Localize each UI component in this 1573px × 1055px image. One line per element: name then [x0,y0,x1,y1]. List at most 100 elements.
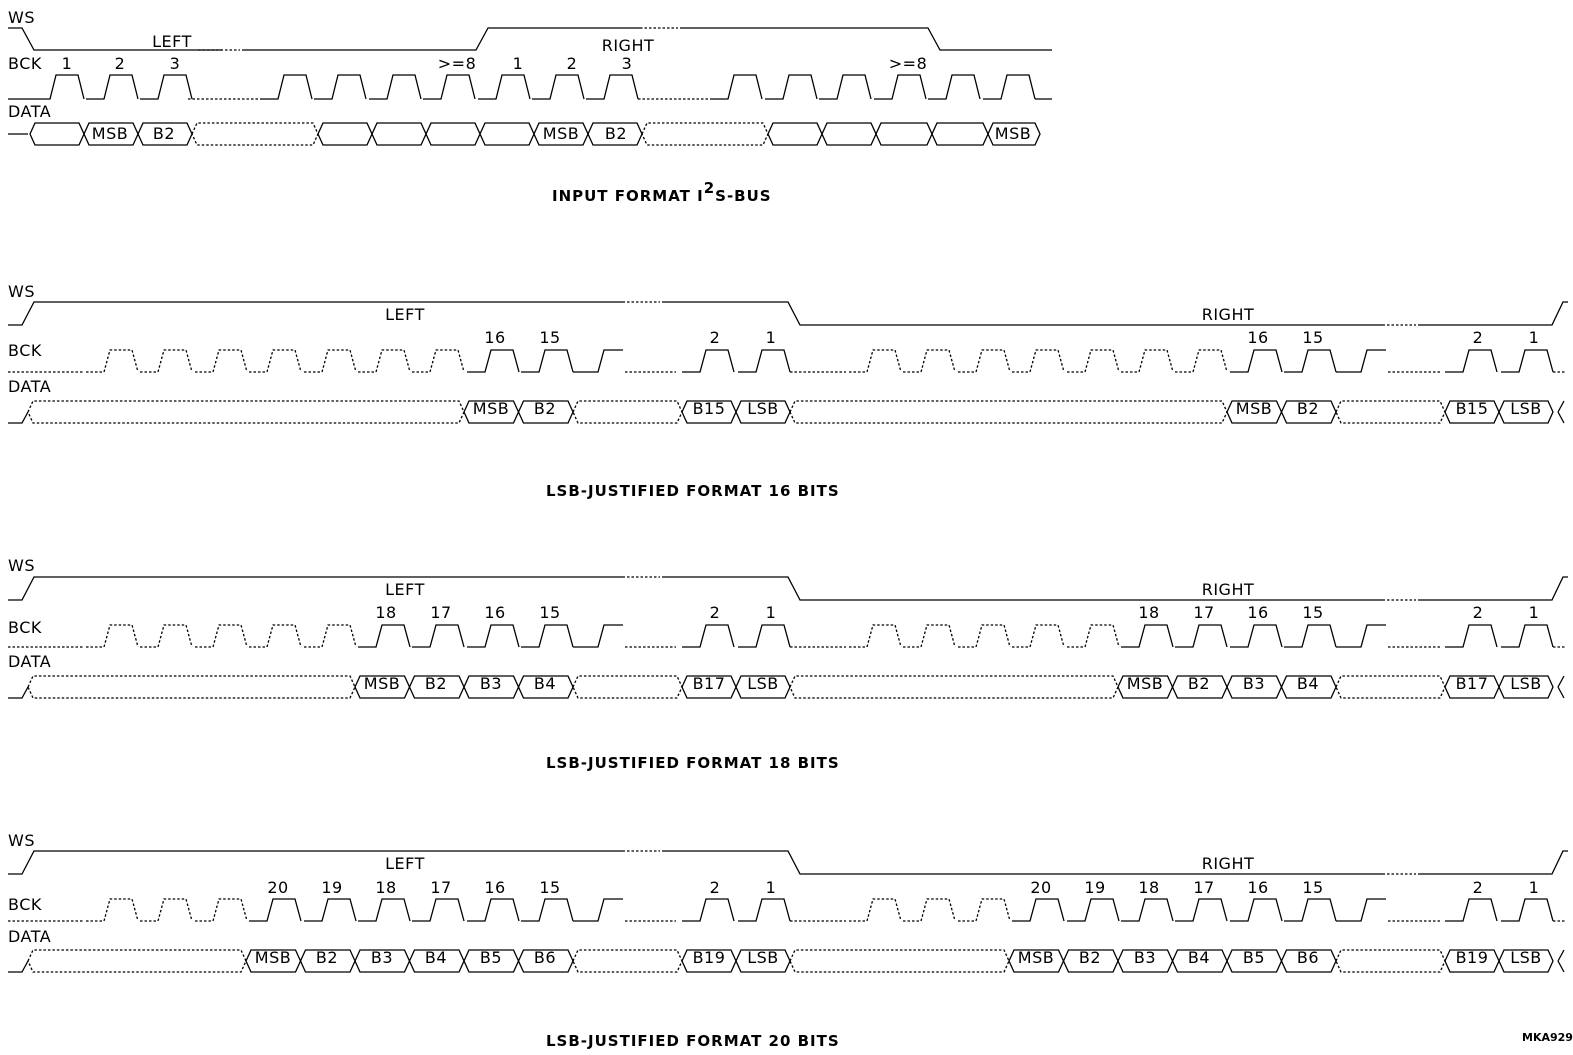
clock-pulse [32,74,85,100]
clock-pulse [140,349,193,373]
data-cell [27,675,356,699]
data-cell [425,122,481,146]
data-cell [317,122,373,146]
clock-pulse [958,349,1011,373]
bck-label: BCK [8,341,42,360]
clock-pulse [1501,898,1554,922]
data-bit-cell: LSB [1510,674,1542,693]
clock-pulse [1012,349,1065,373]
right-channel-label: RIGHT [1202,580,1255,599]
clock-number: 15 [539,603,560,622]
clock-pulse [86,349,139,373]
data-label: DATA [8,102,51,121]
clock-pulse [358,349,411,373]
data-bit-cell: B17 [693,674,726,693]
clock-number: 15 [539,328,560,347]
data-bit-cell: B6 [1297,948,1319,967]
data-line [1557,400,1565,424]
data-bit-cell: LSB [747,399,779,418]
clock-number: 1 [513,54,524,73]
clock-pulse [1445,898,1498,922]
clock-pulse [423,74,476,100]
data-cell [789,949,1010,973]
clock-pulse [1121,624,1174,648]
clock-number: 20 [1030,878,1051,897]
clock-number: 1 [62,54,73,73]
clock-line [573,898,623,922]
diagram-i2s: WS BCK DATA LEFT RIGHT 1 2 3 >=8 1 2 3 >… [8,8,1052,205]
clock-pulse [358,898,411,922]
clock-number: 16 [484,328,505,347]
clock-number: 18 [375,878,396,897]
ws-line [1418,850,1568,875]
ws-line [8,850,625,875]
data-bit-cell: MSB [473,399,509,418]
ws-line [8,576,625,601]
clock-pulse [849,624,902,648]
bck-waveform [8,74,1052,100]
data-cell [572,949,683,973]
clock-pulse [819,74,872,100]
data-line [1557,675,1565,699]
left-channel-label: LEFT [385,305,425,324]
clock-pulse [928,74,981,100]
right-channel-label: RIGHT [1202,305,1255,324]
clock-pulse [983,74,1036,100]
data-waveform [8,675,1565,699]
clock-pulse [1175,349,1228,373]
diagram-caption: LSB-JUSTIFIED FORMAT 16 BITS [546,482,840,500]
clock-pulse [1230,349,1283,373]
clock-pulse [195,624,248,648]
clock-pulse [765,74,818,100]
clock-pulse [86,74,139,100]
clock-pulse [140,74,193,100]
clock-pulse [903,898,956,922]
clock-number: 18 [1138,878,1159,897]
diagram-caption: LSB-JUSTIFIED FORMAT 20 BITS [546,1032,840,1050]
clock-pulse [1501,624,1554,648]
clock-pulse [86,624,139,648]
clock-number: 15 [1302,328,1323,347]
data-bit-cell: B17 [1456,674,1489,693]
clock-number: 19 [321,878,342,897]
clock-pulse [412,349,465,373]
clock-pulse [1175,898,1228,922]
clock-number: 17 [430,878,451,897]
diagram-lsb-20: WS BCK DATA LEFT RIGHT 20 19 18 17 16 15… [8,831,1568,1050]
clock-number: >=8 [889,54,928,73]
clock-number: 2 [1473,328,1484,347]
clock-pulse [1445,624,1498,648]
caption-main: INPUT FORMAT I [552,187,704,205]
clock-pulse [1067,898,1120,922]
clock-number: 2 [115,54,126,73]
clock-number: 2 [710,603,721,622]
ws-line [662,576,1385,601]
clock-pulse [304,349,357,373]
clock-pulse [1230,624,1283,648]
clock-pulse [249,624,302,648]
data-bit-cell: B4 [1188,948,1210,967]
ws-waveform [8,576,1568,601]
clock-number: 3 [170,54,181,73]
clock-number: 15 [539,878,560,897]
clock-number: 15 [1302,603,1323,622]
data-bit-cell: B15 [1456,399,1489,418]
clock-pulse [738,624,791,648]
data-bit-cell: B5 [480,948,502,967]
clock-number: 3 [622,54,633,73]
data-bit-cell: B4 [1297,674,1319,693]
ws-line [8,27,222,51]
clock-line [1336,624,1386,648]
data-bit-cell: LSB [747,674,779,693]
ws-line [242,27,640,51]
clock-number: 15 [1302,878,1323,897]
clock-number: 16 [1247,603,1268,622]
clock-pulse [304,624,357,648]
right-channel-label: RIGHT [602,36,655,55]
ws-waveform [8,850,1568,875]
data-cell [987,122,1041,146]
data-bit-cell: B2 [1297,399,1319,418]
ws-line [1418,301,1568,326]
data-cell [821,122,877,146]
